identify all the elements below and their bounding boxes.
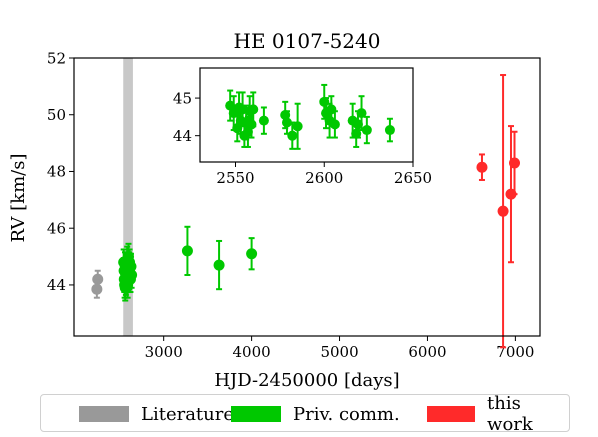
priv-comm-point: [352, 119, 363, 130]
main-x-tick-label: 3000: [145, 343, 183, 361]
priv-comm-point: [126, 269, 138, 281]
x-axis-label: HJD-2450000 [days]: [214, 370, 399, 391]
main-x-tick-label: 5000: [320, 343, 358, 361]
legend-swatch-this-work: [427, 406, 476, 422]
inset-x-tick-label: 2600: [305, 169, 343, 187]
inset-frame: [199, 67, 414, 163]
main-y-tick-label: 46: [47, 219, 66, 237]
this-work-point: [497, 205, 509, 217]
legend: Literature Priv. comm. this work: [40, 393, 570, 435]
legend-item-this-work: this work: [427, 393, 569, 435]
main-x-tick-label: 4000: [233, 343, 271, 361]
priv-comm-point: [248, 104, 259, 115]
main-x-tick-label: 7000: [496, 343, 534, 361]
inset-y-tick-label: 44: [173, 127, 192, 145]
legend-swatch-priv-comm: [231, 406, 281, 422]
priv-comm-point: [281, 117, 292, 128]
priv-comm-point: [356, 108, 367, 119]
literature-point: [91, 283, 103, 295]
legend-item-priv-comm: Priv. comm.: [231, 395, 400, 433]
priv-comm-point: [258, 115, 269, 126]
priv-comm-point: [287, 130, 298, 141]
priv-comm-point: [213, 259, 225, 271]
main-y-tick-label: 50: [47, 106, 66, 124]
this-work-point: [509, 157, 521, 169]
legend-label-this-work: this work: [487, 393, 533, 435]
literature-point: [92, 273, 104, 285]
priv-comm-point: [242, 126, 253, 137]
priv-comm-point: [292, 121, 303, 132]
main-y-tick-label: 48: [47, 163, 66, 181]
inset-y-tick-label: 45: [173, 89, 192, 107]
y-axis-label: RV [km/s]: [8, 154, 29, 243]
this-work-point: [476, 161, 488, 173]
priv-comm-point: [246, 119, 257, 130]
priv-comm-point: [329, 119, 340, 130]
main-plot-area: 3000 4000 5000 6000 7000 44 46 48 50 52: [47, 49, 541, 361]
chart-title: HE 0107-5240: [234, 29, 381, 53]
legend-item-literature: Literature: [79, 395, 234, 433]
inset-x-tick-label: 2650: [394, 169, 432, 187]
priv-comm-point: [384, 125, 395, 136]
main-x-tick-label: 6000: [408, 343, 446, 361]
legend-label-literature: Literature: [141, 403, 235, 425]
inset-plot-area: 2550 2600 2650 44 45: [173, 67, 432, 187]
main-y-tick-label: 52: [47, 49, 66, 67]
shaded-band: [123, 58, 133, 336]
priv-comm-point: [181, 245, 193, 257]
main-y-tick-label: 44: [47, 276, 66, 294]
priv-comm-point: [246, 248, 258, 260]
priv-comm-point: [225, 100, 236, 111]
priv-comm-point: [361, 125, 372, 136]
inset-x-tick-label: 2550: [216, 169, 254, 187]
main-frame: [73, 57, 541, 337]
legend-swatch-literature: [79, 406, 129, 422]
legend-label-priv-comm: Priv. comm.: [293, 403, 400, 425]
